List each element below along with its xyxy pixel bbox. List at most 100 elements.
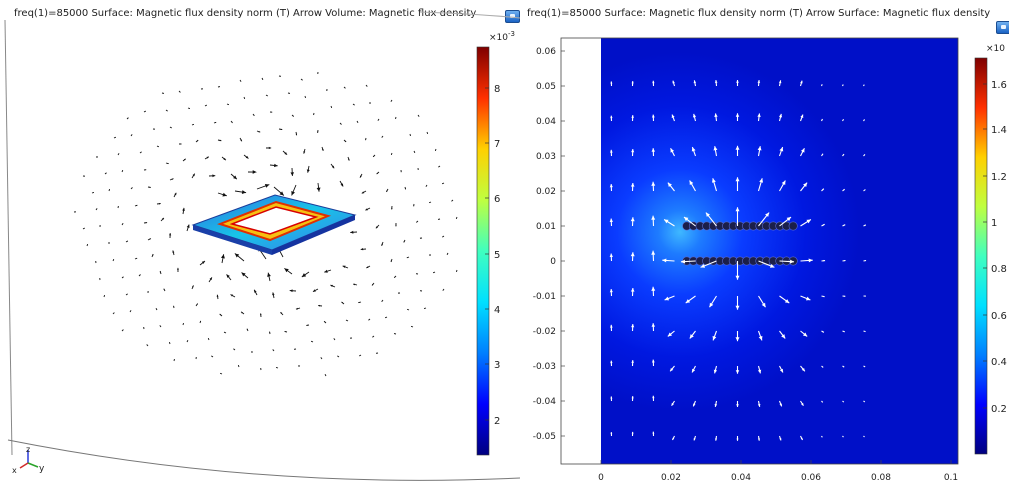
- field-arrow-head: [202, 88, 203, 90]
- left-colorbar-exponent: ×10-3: [489, 30, 515, 43]
- field-arrow-head: [337, 355, 339, 357]
- field-arrow-head: [631, 115, 634, 118]
- field-arrow-head: [609, 184, 613, 188]
- field-arrow-head: [147, 290, 149, 292]
- field-arrow-head: [280, 312, 283, 315]
- field-arrow-head: [365, 139, 367, 141]
- field-arrow-head: [331, 165, 335, 169]
- field-arrow-head: [361, 191, 365, 194]
- right-plot-window[interactable]: freq(1)=85000 Surface: Magnetic flux den…: [520, 0, 1009, 484]
- field-arrow-head: [271, 111, 273, 113]
- field-arrow-head: [84, 175, 85, 177]
- field-arrow-head: [284, 331, 286, 333]
- left-plot-window[interactable]: freq(1)=85000 Surface: Magnetic flux den…: [0, 0, 520, 484]
- field-arrow-head: [177, 267, 179, 270]
- field-arrow-head: [610, 81, 613, 84]
- field-arrow-head: [136, 205, 138, 207]
- field-arrow-head: [179, 91, 181, 93]
- left-colorbar-tick-label: 4: [494, 305, 500, 316]
- field-arrow-head: [757, 146, 762, 151]
- field-arrow-head: [822, 224, 825, 226]
- field-arrow-head: [140, 151, 142, 153]
- field-arrow-head: [196, 303, 198, 306]
- field-arrow-head: [180, 143, 182, 145]
- field-arrow-head: [92, 192, 94, 194]
- field-arrow-head: [333, 338, 335, 340]
- field-arrow-head: [353, 104, 355, 106]
- field-arrow-head: [163, 288, 165, 290]
- field-arrow-head: [381, 243, 384, 246]
- field-arrow-head: [713, 146, 718, 151]
- field-arrow-head: [630, 182, 635, 187]
- view-frame-left-edge: [4, 19, 13, 456]
- y-tick-label: -0.03: [533, 362, 556, 372]
- x-tick-label: 0.08: [871, 473, 891, 483]
- field-arrow-head: [219, 139, 222, 142]
- field-arrow-head: [610, 115, 613, 119]
- field-arrow-head: [311, 341, 313, 342]
- field-arrow-head: [245, 155, 249, 159]
- field-arrow-head: [757, 369, 762, 374]
- field-arrow-head: [671, 114, 675, 118]
- field-arrow-head: [174, 192, 177, 196]
- field-arrow-head: [358, 301, 360, 303]
- field-arrow-head: [789, 259, 795, 264]
- field-arrow-head: [220, 254, 225, 259]
- field-arrow-head: [183, 158, 186, 161]
- field-arrow-head: [86, 244, 88, 246]
- field-arrow-head: [325, 374, 326, 376]
- field-arrow-head: [262, 78, 263, 80]
- field-arrow-head: [781, 334, 786, 339]
- field-arrow-head: [192, 173, 195, 177]
- field-arrow-head: [670, 148, 675, 153]
- field-arrow-head: [394, 276, 396, 278]
- field-arrow-head: [451, 200, 453, 202]
- field-arrow-head: [215, 122, 217, 124]
- field-arrow-head: [381, 136, 383, 138]
- field-arrow-head: [233, 175, 237, 180]
- field-arrow-head: [199, 320, 201, 322]
- field-arrow-head: [340, 123, 342, 125]
- triad-y-label: y: [39, 464, 45, 474]
- right-plot-title: freq(1)=85000 Surface: Magnetic flux den…: [527, 8, 991, 19]
- field-arrow-head: [391, 207, 393, 210]
- right-colorbar-tick-label: 0.6: [991, 311, 1007, 322]
- field-arrow-head: [757, 80, 761, 83]
- field-arrow-head: [843, 330, 845, 333]
- field-arrow-head: [304, 96, 306, 98]
- left-3d-plot-area[interactable]: ×10-3 8 7 6 5 4 3 2 z y x: [0, 0, 520, 484]
- field-arrow-head: [159, 325, 161, 327]
- field-arrow-head: [241, 272, 246, 277]
- field-arrow-head: [385, 317, 387, 318]
- field-arrow-head: [324, 269, 328, 273]
- field-arrow-head: [609, 289, 613, 293]
- field-arrow-head: [301, 273, 307, 277]
- field-arrow-head: [375, 226, 379, 229]
- right-colorbar-tick-label: 1.6: [991, 80, 1007, 91]
- field-arrow-head: [253, 114, 255, 116]
- field-arrow-head: [280, 128, 283, 131]
- field-arrow-head: [182, 323, 184, 325]
- field-arrow-head: [274, 163, 278, 168]
- field-arrow-head: [391, 153, 393, 155]
- field-arrow-head: [318, 304, 321, 307]
- left-plot-title: freq(1)=85000 Surface: Magnetic flux den…: [14, 8, 477, 19]
- field-arrow-head: [341, 301, 344, 304]
- field-arrow-head: [821, 153, 823, 156]
- field-arrow-head: [419, 237, 421, 239]
- field-arrow-head: [843, 366, 845, 368]
- left-colorbar-tick-label: 2: [494, 416, 500, 427]
- camera-snapshot-icon[interactable]: [996, 21, 1009, 34]
- left-colorbar-tick-label: 7: [494, 139, 500, 150]
- right-2d-plot-area[interactable]: 0.06 0.05 0.04 0.03 0.02 0.01 0 -0.01 -0.02 -0.03…: [520, 0, 1009, 484]
- field-arrow-head: [127, 117, 129, 119]
- field-arrow-head: [712, 335, 717, 341]
- field-arrow-head: [306, 324, 308, 326]
- field-arrow-head: [693, 403, 696, 407]
- field-arrow-head: [342, 265, 346, 269]
- field-arrow-head: [290, 172, 295, 176]
- field-arrow-head: [864, 224, 866, 226]
- field-arrow-head: [259, 313, 262, 316]
- field-arrow-head: [864, 330, 866, 332]
- field-arrow-head: [126, 240, 128, 242]
